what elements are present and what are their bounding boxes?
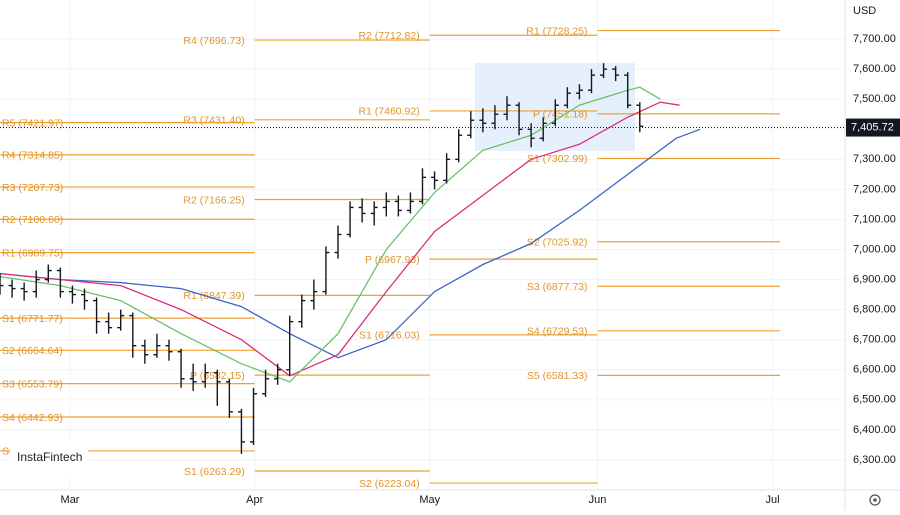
pivot-label: R3 (7207.73): [2, 182, 63, 194]
moving-averages: [0, 86, 701, 383]
watermark-box: [10, 440, 88, 476]
pivot-label: R4 (7314.85): [2, 150, 63, 162]
pivot-label: R3 (7431.40): [183, 115, 244, 127]
x-tick-label: Mar: [61, 494, 80, 506]
pivot-label: R1 (6989.75): [2, 247, 63, 259]
y-tick-label: 6,700.00: [853, 334, 896, 346]
axes: 6,300.00 6,400.00 6,500.00 6,600.00 6,700.00…: [0, 33, 900, 506]
pivot-label: S3 (6553.79): [2, 378, 63, 390]
moving-average: [0, 128, 701, 359]
settings-icon-center: [873, 498, 877, 502]
watermark: InstaFintech: [17, 450, 82, 464]
y-tick-label: 7,300.00: [853, 153, 896, 165]
pivot-label: R1 (7728.25): [526, 25, 587, 37]
y-tick-label: 7,200.00: [853, 183, 896, 195]
settings-icon[interactable]: [869, 494, 881, 506]
pivot-label: R4 (7696.73): [183, 35, 244, 47]
pivot-label: R1 (6847.39): [183, 290, 244, 302]
moving-average: [0, 86, 661, 383]
y-tick-label: 7,700.00: [853, 33, 896, 45]
pivot-label: R1 (7460.92): [358, 106, 419, 118]
pivot-label: S4 (6442.93): [2, 412, 63, 424]
x-tick-label: May: [419, 494, 440, 506]
y-tick-label: 7,600.00: [853, 63, 896, 75]
y-tick-label: 7,100.00: [853, 213, 896, 225]
y-tick-label: 6,500.00: [853, 394, 896, 406]
pivot-label: S1 (6263.29): [184, 466, 245, 478]
pivot-label: S4 (6729.53): [527, 326, 588, 338]
currency: USD: [853, 5, 876, 17]
grid: [0, 0, 845, 490]
y-tick-label: 7,500.00: [853, 93, 896, 105]
pivot-label: S1 (6771.77): [2, 313, 63, 325]
pivot-label: S1 (7302.99): [527, 153, 588, 165]
pivot-label: R2 (7712.82): [358, 30, 419, 42]
last-price-box: [846, 118, 900, 137]
y-tick-label: 7,000.00: [853, 243, 896, 255]
last-price-label: 7,405.72: [851, 121, 894, 133]
pivot-label: R2 (7166.25): [183, 194, 244, 206]
y-tick-label: 6,900.00: [853, 273, 896, 285]
pivot-label: S2 (6664.64): [2, 345, 63, 357]
pivot-label: R5 (7421.97): [2, 117, 63, 129]
y-tick-label: 6,400.00: [853, 424, 896, 436]
y-tick-label: 6,300.00: [853, 454, 896, 466]
pivot-label: P (7451.18): [533, 109, 588, 121]
moving-average: [0, 101, 680, 377]
x-tick-label: Jul: [766, 494, 780, 506]
x-tick-label: Apr: [246, 494, 263, 506]
pivot-label: S5 (6581.33): [527, 370, 588, 382]
pivot-label: S2 (6223.04): [359, 478, 420, 490]
pivot-label: R2 (7100.60): [2, 214, 63, 226]
pivot-levels: R5 (7421.97) R4 (7314.85) R3 (7207.73) R2 (…: [0, 25, 780, 490]
price-bars: [0, 63, 644, 454]
y-tick-label: 6,600.00: [853, 364, 896, 376]
x-tick-label: Jun: [589, 494, 607, 506]
pivot-label: S2 (7025.92): [527, 236, 588, 248]
pivot-label: S3 (6877.73): [527, 281, 588, 293]
y-tick-label: 6,800.00: [853, 304, 896, 316]
pivot-label: S1 (6716.03): [359, 330, 420, 342]
